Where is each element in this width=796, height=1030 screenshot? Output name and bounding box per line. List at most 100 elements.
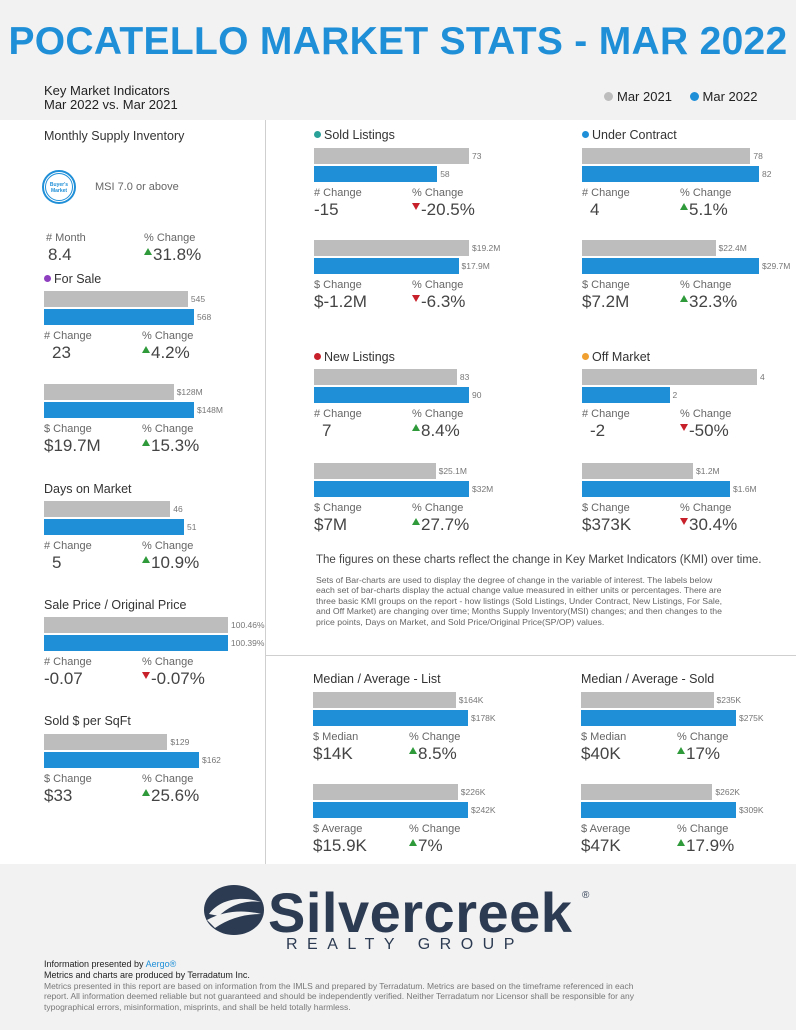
sale-price-ratio-bar-prev <box>44 617 228 633</box>
sold-listings-count-value-change: -15 <box>314 200 339 219</box>
list-average-bar-prev-label: $226K <box>460 787 486 797</box>
footer-disclaimer-line-3: typographical errors, misinformation, mi… <box>44 1001 351 1012</box>
down-arrow-icon <box>412 203 420 210</box>
section-dot-icon <box>44 275 51 282</box>
under-contract-volume-bar-prev <box>582 240 716 256</box>
off-market-count-bar-curr-label: 2 <box>672 390 678 400</box>
for-sale-count-label-pct: % Change <box>142 330 194 342</box>
off-market-volume-bar-curr-label: $1.6M <box>733 484 757 494</box>
list-median-label-pct: % Change <box>409 731 461 743</box>
sold-average-bar-prev-label: $262K <box>715 787 740 797</box>
notes-line-4: and Off Market) are changing over time; … <box>316 606 722 617</box>
under-contract-volume-bar-prev-label: $22.4M <box>718 243 747 253</box>
under-contract-count-bar-curr-label: 82 <box>762 169 772 179</box>
list-median-value-pct: 8.5% <box>409 744 457 764</box>
days-on-market-value-pct: 10.9% <box>142 553 199 573</box>
new-listings-volume-bar-curr <box>314 481 469 497</box>
for-sale-volume-bar-prev-label: $128M <box>176 387 203 397</box>
section-title-text: Sold $ per SqFt <box>44 714 131 728</box>
sold-median-bar-prev-label: $235K <box>716 695 742 705</box>
list-median-bar-curr <box>313 710 468 726</box>
section-title-text: Sold Listings <box>324 128 395 142</box>
under-contract-volume-label-pct: % Change <box>680 279 732 291</box>
aergo-link[interactable]: Aergo® <box>145 959 177 969</box>
subtitle: Key Market Indicators Mar 2022 vs. Mar 2… <box>44 84 178 112</box>
sold-per-sqft-bar-curr <box>44 752 199 768</box>
new-listings-count-bar-curr-label: 90 <box>472 390 482 400</box>
list-median-bar-curr-label: $178K <box>471 713 496 723</box>
days-on-market-bar-curr <box>44 519 184 535</box>
under-contract-volume-bar-curr <box>582 258 759 274</box>
footer-band <box>0 864 796 1030</box>
for-sale-volume-label-change: $ Change <box>44 423 92 435</box>
footer-disclaimer: Metrics presented in this report are bas… <box>44 981 634 1012</box>
sold-median-value-change: $40K <box>581 744 621 763</box>
sold-per-sqft-bar-prev <box>44 734 168 750</box>
legend-swatch-prev <box>604 92 613 101</box>
sold-per-sqft-value-pct: 25.6% <box>142 786 199 806</box>
sold-per-sqft-bar-prev-label: $129 <box>170 737 190 747</box>
up-arrow-icon <box>142 556 150 563</box>
off-market-volume-pct-text: 30.4% <box>689 515 738 534</box>
section-title-text: Sale Price / Original Price <box>44 598 187 612</box>
new-listings-volume-value-change: $7M <box>314 515 348 534</box>
down-arrow-icon <box>680 518 688 525</box>
list-average-label-change: $ Average <box>313 823 363 835</box>
sold-per-sqft-value-change: $33 <box>44 786 73 805</box>
days-on-market-bar-curr-label: 51 <box>187 522 197 532</box>
legend-label-prev: Mar 2021 <box>617 89 672 104</box>
footer-disclaimer-line-2: report. All information deemed reliable … <box>44 991 635 1002</box>
list-title: Median / Average - List <box>313 672 441 686</box>
section-dot-icon <box>582 353 589 360</box>
sold-listings-volume-value-change: $-1.2M <box>314 292 367 311</box>
sold-median-value-pct: 17% <box>677 744 720 764</box>
list-median-bar-prev <box>313 692 456 708</box>
footer-produced: Metrics and charts are produced by Terra… <box>44 970 250 980</box>
notes-line-2: each set of bar-charts display the actua… <box>316 585 722 596</box>
for-sale-volume-bar-prev <box>44 384 174 400</box>
for-sale-count-bar-prev <box>44 291 188 307</box>
sold-listings-volume-value-pct: -6.3% <box>412 292 465 312</box>
down-arrow-icon <box>412 295 420 302</box>
new-listings-count-bar-prev-label: 83 <box>459 372 470 382</box>
sold-average-value-pct: 17.9% <box>677 836 734 856</box>
sold-median-pct-text: 17% <box>686 744 721 763</box>
msi-label-month: # Month <box>46 232 86 244</box>
section-title-text: Median / Average - Sold <box>581 672 715 686</box>
off-market-count-value-change: -2 <box>590 421 606 440</box>
off-market-count-label-pct: % Change <box>680 408 732 420</box>
under-contract-volume-bar-curr-label: $29.7M <box>762 261 791 271</box>
sold-listings-count-bar-curr-label: 58 <box>440 169 450 179</box>
days-on-market-bar-prev-label: 46 <box>173 504 183 514</box>
new-listings-volume-bar-prev-label: $25.1M <box>438 466 467 476</box>
new-listings-volume-pct-text: 27.7% <box>421 515 470 534</box>
legend-label-curr: Mar 2022 <box>702 89 758 104</box>
for-sale-count-bar-prev-label: 545 <box>190 294 206 304</box>
sale-price-ratio-title: Sale Price / Original Price <box>44 598 186 612</box>
up-arrow-icon <box>142 346 150 353</box>
off-market-count-bar-prev-label: 4 <box>760 372 765 382</box>
under-contract-volume-value-pct: 32.3% <box>680 292 737 312</box>
days-on-market-label-change: # Change <box>44 540 92 552</box>
for-sale-count-bar-curr-label: 568 <box>197 312 212 322</box>
section-title-text: For Sale <box>54 272 102 286</box>
new-listings-volume-bar-prev <box>314 463 436 479</box>
notes-line-3: three basic KMI groups on the report - h… <box>316 595 723 606</box>
days-on-market-bar-prev <box>44 501 171 517</box>
logo-subtitle: REALTY GROUP <box>286 936 524 953</box>
off-market-count-bar-prev <box>582 369 757 385</box>
under-contract-count-bar-prev <box>582 148 751 164</box>
list-average-value-change: $15.9K <box>313 836 367 855</box>
header-band <box>0 0 796 120</box>
new-listings-count-bar-prev <box>314 369 457 385</box>
for-sale-count-label-change: # Change <box>44 330 92 342</box>
sold-listings-title: Sold Listings <box>314 128 395 142</box>
legend-item-prev: Mar 2021 <box>604 89 672 104</box>
sold-per-sqft-title: Sold $ per SqFt <box>44 714 131 728</box>
sold-per-sqft-label-pct: % Change <box>142 773 194 785</box>
list-average-value-pct: 7% <box>409 836 443 856</box>
msi-value-month: 8.4 <box>48 245 72 264</box>
sold-average-label-pct: % Change <box>677 823 729 835</box>
notes-body: Sets of Bar-charts are used to display t… <box>316 575 722 627</box>
sold-average-bar-curr-label: $309K <box>739 805 764 815</box>
